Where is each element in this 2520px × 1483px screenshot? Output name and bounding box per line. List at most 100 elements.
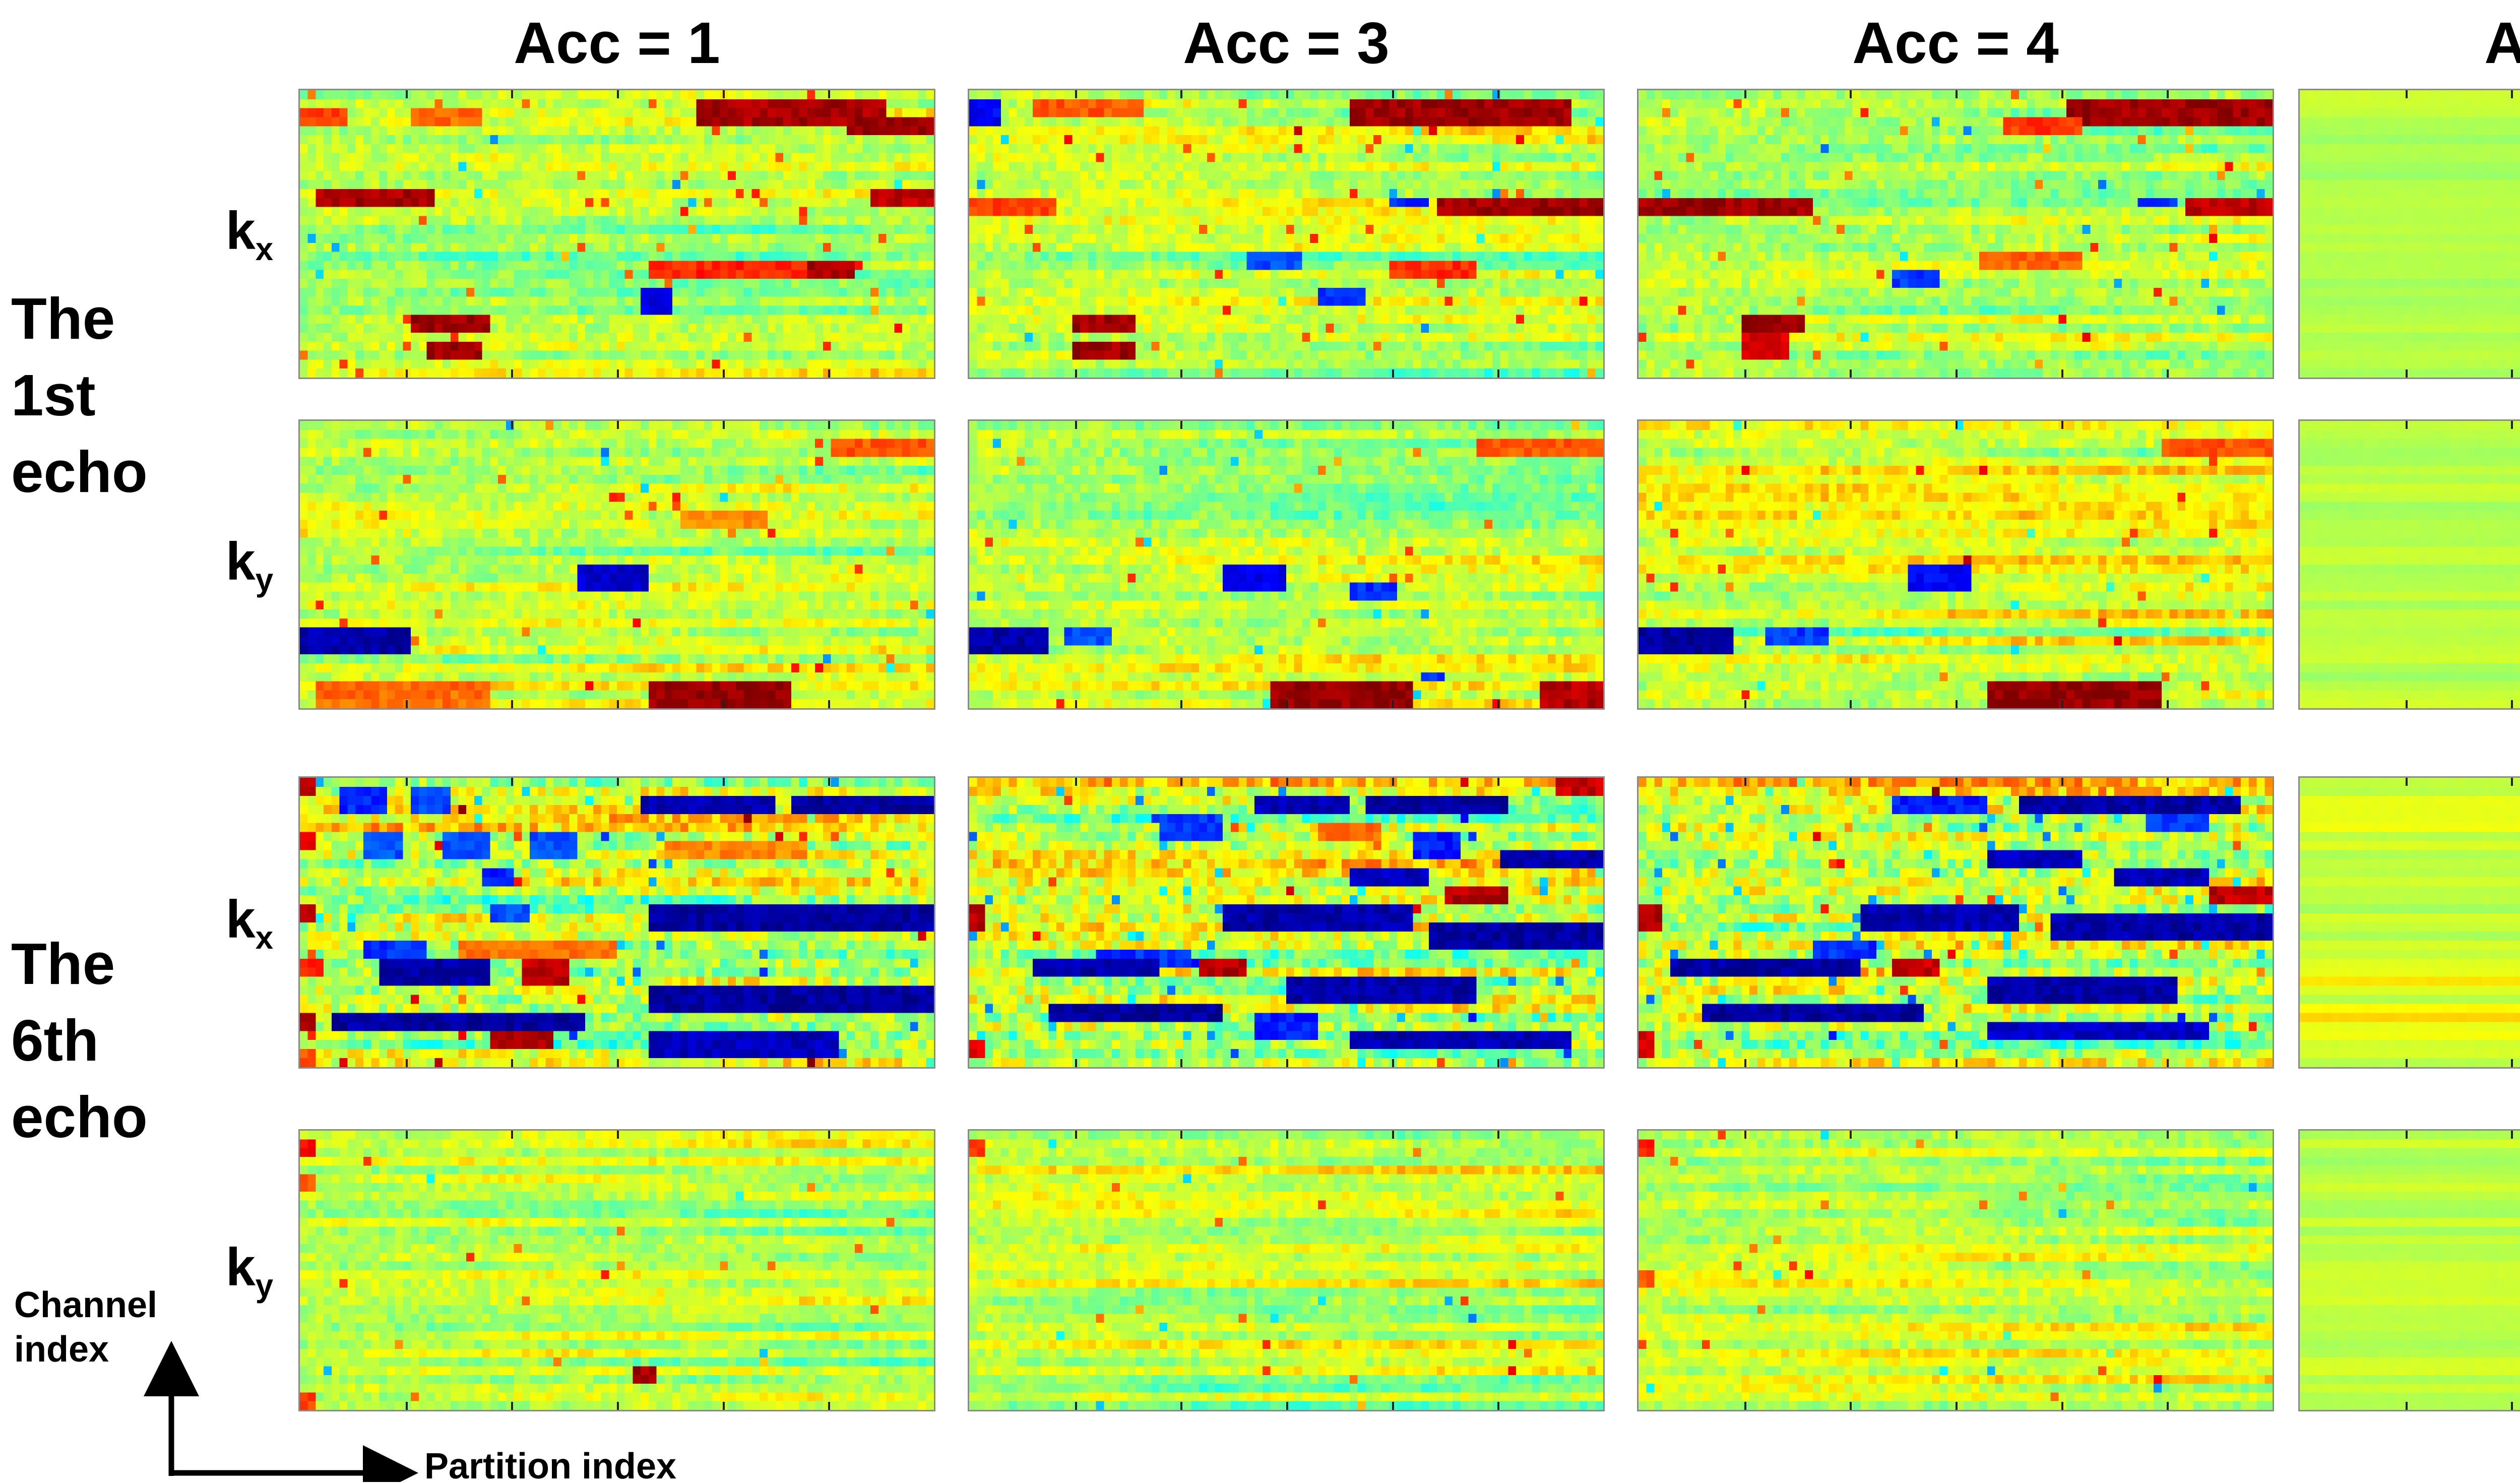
heatmap-canvas	[300, 421, 934, 708]
k-label-sub: y	[255, 562, 274, 598]
axis-tick	[2166, 700, 2169, 708]
axis-tick	[1075, 421, 1078, 429]
axis-tick	[511, 90, 513, 98]
axis-tick	[2510, 90, 2513, 98]
heatmap-canvas	[300, 1131, 934, 1410]
heatmap-canvas	[2300, 421, 2520, 708]
column-title-acc1: Acc = 1	[298, 5, 935, 81]
axis-tick	[1180, 421, 1182, 429]
axis-tick	[2406, 700, 2408, 708]
axis-tick	[1497, 1059, 1499, 1067]
axis-tick	[1180, 778, 1182, 786]
axis-tick	[1075, 369, 1078, 378]
axis-tick	[1286, 421, 1288, 429]
panel-echo6-ky-accNslc	[2298, 1129, 2520, 1411]
axis-tick	[1497, 369, 1499, 378]
axis-tick	[828, 778, 830, 786]
axis-tick	[2510, 1402, 2513, 1410]
axis-tick	[2166, 90, 2169, 98]
axis-tick	[406, 778, 408, 786]
axis-tick	[511, 1402, 513, 1410]
axis-tick	[828, 90, 830, 98]
k-label-sub: x	[255, 231, 274, 268]
channel-label-line: Channel	[14, 1285, 158, 1325]
axis-tick	[2510, 700, 2513, 708]
heatmap-canvas	[1639, 90, 2273, 378]
heatmap-canvas	[2300, 778, 2520, 1067]
axis-tick	[511, 1059, 513, 1067]
axis-tick	[2166, 778, 2169, 786]
k-label-main: k	[225, 201, 256, 261]
axis-tick	[1849, 1059, 1852, 1067]
axis-tick	[511, 778, 513, 786]
panel-echo6-ky-acc1	[298, 1129, 935, 1411]
axis-tick	[1497, 1402, 1499, 1410]
axis-tick	[1849, 369, 1852, 378]
axis-tick	[2406, 778, 2408, 786]
heatmap-canvas	[1639, 778, 2273, 1067]
axis-tick	[1744, 778, 1747, 786]
axis-tick	[1075, 778, 1078, 786]
axis-tick	[2061, 1131, 2064, 1139]
axis-tick	[1956, 778, 1958, 786]
axis-tick	[2061, 90, 2064, 98]
axis-tick	[723, 90, 725, 98]
axis-tick	[1849, 700, 1852, 708]
axis-tick	[406, 700, 408, 708]
panel-echo1-ky-acc3	[968, 419, 1605, 710]
axis-tick	[1392, 1059, 1395, 1067]
axis-tick	[723, 1059, 725, 1067]
axis-tick	[2406, 421, 2408, 429]
axis-tick	[2166, 1059, 2169, 1067]
panel-echo6-kx-acc3	[968, 776, 1605, 1069]
heatmap-canvas	[1639, 1131, 2273, 1410]
axis-tick	[2061, 700, 2064, 708]
group-label-line: echo	[11, 439, 148, 505]
axis-tick	[1180, 90, 1182, 98]
row-group-label-1st-echo: The 1st echo	[11, 280, 213, 510]
axis-tick	[1392, 1402, 1395, 1410]
axis-tick	[1744, 369, 1747, 378]
axis-tick	[2406, 1059, 2408, 1067]
axis-tick	[1849, 1402, 1852, 1410]
axis-tick	[1392, 700, 1395, 708]
axis-tick	[617, 1131, 619, 1139]
panel-echo1-kx-accNslc	[2298, 89, 2520, 379]
axis-tick	[406, 1402, 408, 1410]
axis-tick	[617, 778, 619, 786]
group-label-line: 6th	[11, 1008, 99, 1073]
axis-tick	[2510, 1131, 2513, 1139]
axis-tick	[1849, 421, 1852, 429]
panel-echo6-ky-acc4	[1637, 1129, 2274, 1411]
axis-tick	[1392, 90, 1395, 98]
column-title-acc3: Acc = 3	[968, 5, 1605, 81]
axis-tick	[828, 1131, 830, 1139]
axis-tick	[723, 421, 725, 429]
axis-tick	[2061, 421, 2064, 429]
axis-tick	[617, 1059, 619, 1067]
axis-label-ky-echo1: ky	[207, 531, 292, 598]
heatmap-canvas	[969, 90, 1603, 378]
column-title-accNslc: Acc = Nslc	[2298, 5, 2520, 81]
axis-tick	[1180, 1131, 1182, 1139]
heatmap-canvas	[1639, 421, 2273, 708]
axis-tick	[828, 700, 830, 708]
axis-tick	[1075, 1059, 1078, 1067]
axis-tick	[2166, 1402, 2169, 1410]
axis-tick	[1392, 421, 1395, 429]
group-label-line: The	[11, 931, 115, 997]
axis-tick	[511, 421, 513, 429]
k-label-main: k	[225, 532, 256, 591]
axis-tick	[1744, 1059, 1747, 1067]
axis-tick	[1956, 421, 1958, 429]
axis-tick	[511, 369, 513, 378]
panel-echo1-ky-accNslc	[2298, 419, 2520, 710]
k-label-main: k	[225, 890, 256, 949]
axis-tick	[511, 1131, 513, 1139]
axis-tick	[1286, 778, 1288, 786]
axis-tick	[406, 369, 408, 378]
panel-echo6-kx-accNslc	[2298, 776, 2520, 1069]
axis-tick	[617, 700, 619, 708]
axis-tick	[828, 1402, 830, 1410]
